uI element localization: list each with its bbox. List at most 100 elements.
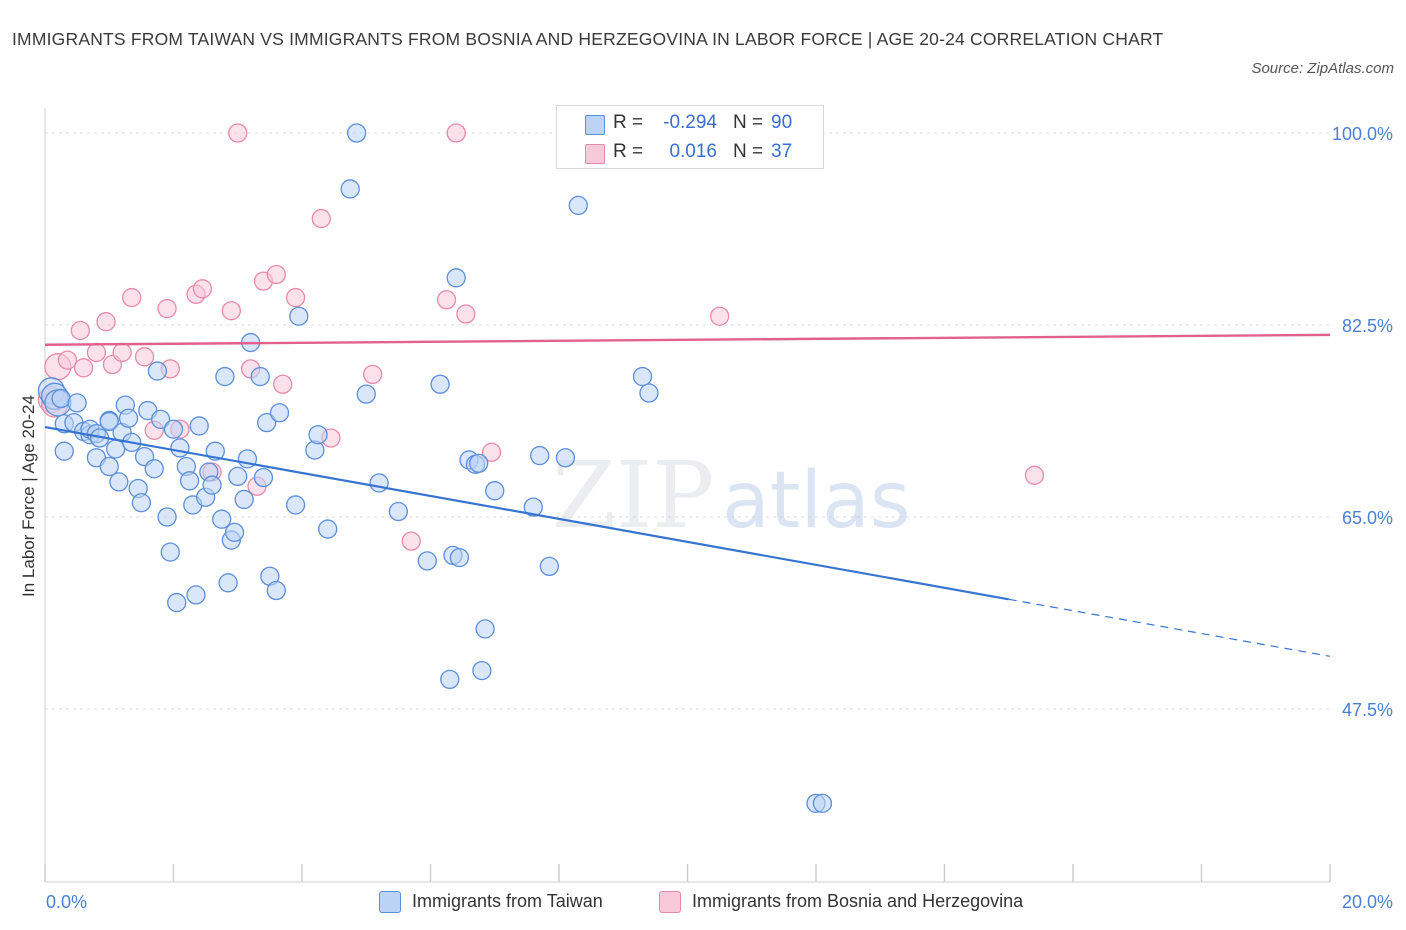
point-taiwan [170,438,190,458]
watermark-atlas: atlas [722,456,911,546]
y-tick-label: 65.0% [1342,508,1393,528]
point-taiwan [308,425,328,445]
legend-swatch-taiwan [585,115,605,135]
point-bosnia [456,304,476,324]
point-bosnia [73,358,94,378]
point-taiwan [472,660,492,681]
point-bosnia [70,320,90,341]
point-taiwan [144,459,164,479]
series-taiwan-points [37,123,833,814]
point-taiwan [356,384,376,404]
point-taiwan [285,495,306,515]
point-taiwan [318,519,338,539]
point-taiwan [417,551,437,571]
point-taiwan [346,123,367,143]
point-taiwan [449,547,470,568]
point-bosnia [311,208,331,229]
y-tick-label: 100.0% [1332,124,1393,144]
point-bosnia [57,350,78,370]
trend-line-taiwan-extension [1008,598,1331,657]
point-bosnia [86,342,107,363]
point-bosnia [285,287,306,308]
point-taiwan [812,793,833,814]
legend-n-value: 90 [771,112,793,133]
point-taiwan [99,456,119,477]
point-bosnia [481,442,502,462]
point-taiwan [106,439,126,459]
point-taiwan [485,481,505,501]
point-taiwan [212,509,232,529]
x-tick-label: 20.0% [1342,892,1393,912]
point-bosnia [134,347,155,367]
point-taiwan [266,580,286,601]
legend-n-value: 37 [771,141,793,162]
point-bosnia [157,298,177,319]
point-taiwan [118,408,139,428]
point-taiwan [568,195,588,216]
trend-lines [44,333,1331,657]
point-taiwan [430,374,450,394]
point-taiwan [54,441,74,461]
point-taiwan [253,467,274,488]
point-taiwan [475,619,495,639]
point-taiwan [469,453,489,473]
tick-labels: 47.5% 65.0% 82.5% 100.0% 0.0% 20.0% [46,124,1393,912]
point-taiwan [131,493,152,513]
point-taiwan [639,383,659,403]
legend-r-value: -0.294 [663,112,717,133]
correlation-legend: R = -0.294 N = 90 R = 0.016 N = 37 [556,105,824,169]
legend-label-bosnia: Immigrants from Bosnia and Herzegovina [692,891,1024,911]
point-taiwan [228,466,248,487]
legend-swatch-bosnia [585,144,605,164]
point-taiwan [150,409,171,430]
point-bosnia [1024,465,1045,485]
point-taiwan [157,507,177,527]
point-taiwan [257,412,277,433]
point-taiwan [202,475,222,495]
point-bosnia [273,374,293,394]
point-taiwan [218,573,238,593]
y-tick-label: 82.5% [1342,316,1393,336]
point-taiwan [523,497,543,517]
point-taiwan [51,388,71,409]
point-taiwan [189,416,209,436]
legend-label-taiwan: Immigrants from Taiwan [412,891,603,911]
point-taiwan [269,403,290,423]
point-bosnia [401,531,421,551]
point-bosnia [221,301,241,321]
y-axis-label: In Labor Force | Age 20-24 [19,395,38,597]
point-taiwan [224,522,245,543]
point-taiwan [167,592,187,613]
point-taiwan [530,445,550,466]
point-taiwan [555,448,576,468]
point-taiwan [215,366,235,387]
y-tick-label: 47.5% [1342,700,1393,720]
point-taiwan [186,585,206,605]
point-taiwan [440,669,460,690]
legend-r-label: R = [613,141,644,162]
point-bosnia [96,312,116,332]
x-tick-label: 0.0% [46,892,87,912]
legend-r-value: 0.016 [669,141,717,162]
point-bosnia [446,123,466,143]
point-bosnia [112,342,132,363]
legend-n-label: N = [733,112,764,133]
trend-line-taiwan [44,425,1009,601]
point-taiwan [340,179,360,199]
point-taiwan [67,393,87,413]
point-bosnia [122,287,142,308]
point-taiwan [179,471,200,491]
legend-swatch-bosnia [659,891,681,913]
watermark: ZIP atlas [552,442,911,549]
point-taiwan [632,366,653,387]
legend-row-taiwan: R = -0.294 N = 90 [557,110,823,138]
point-bosnia [266,264,286,285]
point-taiwan [250,366,270,387]
point-bosnia [363,364,383,385]
point-taiwan [109,472,129,492]
point-bosnia [192,279,213,299]
point-bosnia [709,306,730,326]
point-taiwan [539,556,560,577]
source-label: Source: ZipAtlas.com [1251,60,1394,77]
